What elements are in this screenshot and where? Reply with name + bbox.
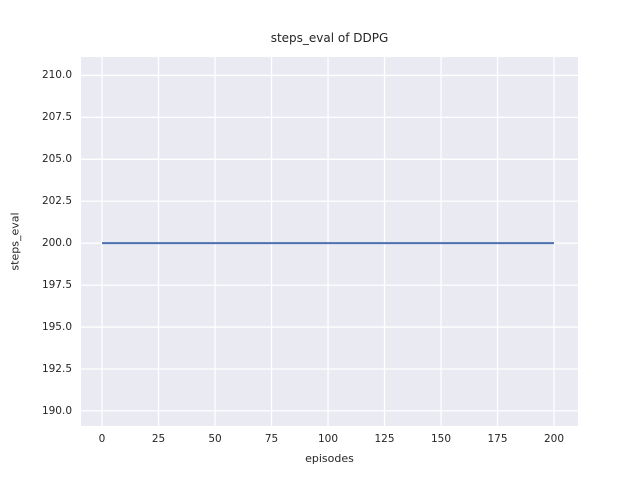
y-tick-label: 202.5 [41,195,72,208]
x-tick-label: 125 [374,433,395,445]
y-tick-label: 205.0 [41,153,72,166]
chart-title: steps_eval of DDPG [270,31,389,45]
y-tick-label: 200.0 [41,237,72,250]
x-tick-label: 150 [431,433,452,445]
x-tick-label: 0 [98,433,106,445]
y-tick-label: 192.5 [41,362,72,375]
plot-canvas [81,57,578,426]
plot-area [81,57,578,426]
y-tick-label: 210.0 [41,69,72,82]
y-tick-label: 207.5 [41,111,72,124]
y-axis-label: steps_eval [8,212,22,271]
y-tick-label: 190.0 [41,404,72,417]
x-tick-label: 25 [151,433,166,445]
y-tick-label: 195.0 [41,321,72,334]
x-tick-label: 100 [317,433,339,445]
y-tick-label: 197.5 [41,279,72,292]
x-tick-label: 200 [544,433,565,445]
x-tick-label: 75 [264,433,279,445]
x-tick-label: 175 [487,433,508,445]
x-axis-label: episodes [305,452,354,465]
x-tick-label: 50 [208,433,222,445]
